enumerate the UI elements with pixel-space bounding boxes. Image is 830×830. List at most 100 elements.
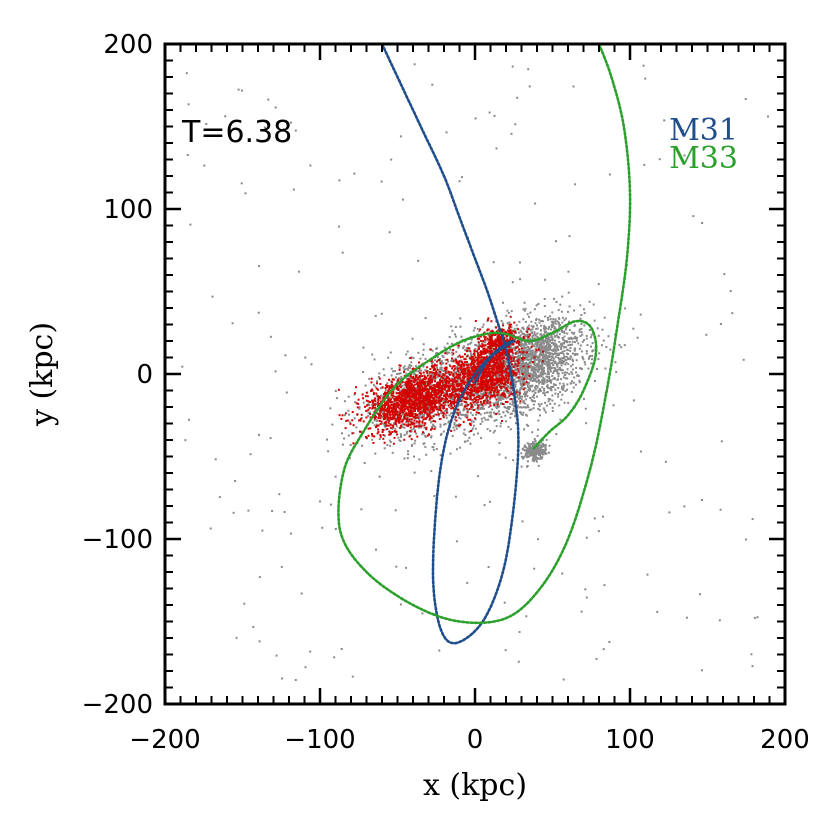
- red-particle: [428, 371, 431, 374]
- gray-particle: [624, 307, 627, 310]
- gray-particle: [541, 357, 544, 359]
- gray-particle: [463, 345, 465, 348]
- gray-particle: [442, 381, 445, 384]
- gray-particle: [511, 403, 514, 406]
- gray-particle: [501, 322, 504, 325]
- gray-particle: [406, 350, 409, 353]
- gray-particle: [519, 261, 521, 264]
- gray-particle: [756, 616, 759, 619]
- gray-particle: [480, 395, 483, 398]
- gray-particle: [474, 418, 477, 421]
- gray-particle: [394, 428, 397, 431]
- red-particle: [440, 394, 443, 396]
- gray-particle: [497, 406, 500, 409]
- gray-particle: [531, 342, 533, 344]
- gray-particle: [463, 408, 466, 411]
- gray-particle: [432, 423, 435, 426]
- gray-particle: [241, 89, 243, 92]
- gray-particle: [597, 334, 600, 337]
- gray-particle: [527, 406, 530, 409]
- red-particle: [400, 394, 403, 396]
- red-particle: [408, 401, 411, 404]
- gray-particle: [511, 401, 514, 404]
- gray-particle: [530, 346, 533, 349]
- gray-particle: [458, 370, 460, 373]
- red-particle: [418, 421, 420, 424]
- gray-particle: [464, 349, 467, 352]
- red-particle: [425, 385, 428, 388]
- gray-particle: [572, 360, 574, 362]
- red-particle: [404, 397, 407, 399]
- gray-particle: [432, 379, 435, 382]
- gray-particle: [424, 445, 427, 448]
- gray-particle: [472, 424, 475, 427]
- gray-particle: [526, 328, 529, 331]
- gray-particle: [568, 329, 571, 331]
- gray-particle: [545, 363, 548, 366]
- gray-particle: [480, 417, 483, 420]
- gray-particle: [561, 321, 564, 324]
- gray-particle: [520, 412, 523, 415]
- gray-particle: [521, 348, 524, 351]
- gray-particle: [587, 367, 590, 370]
- gray-particle: [513, 359, 516, 362]
- gray-particle: [514, 366, 517, 369]
- red-particle: [434, 364, 437, 367]
- gray-particle: [529, 372, 532, 375]
- gray-particle: [516, 350, 519, 353]
- gray-particle: [534, 391, 537, 394]
- gray-particle: [493, 419, 496, 422]
- gray-particle: [263, 126, 266, 129]
- gray-particle: [525, 391, 528, 394]
- gray-particle: [547, 360, 550, 363]
- gray-particle: [436, 359, 439, 362]
- red-particle: [391, 403, 394, 406]
- gray-particle: [578, 328, 581, 331]
- gray-particle: [592, 303, 595, 306]
- gray-particle: [524, 453, 527, 456]
- gray-particle: [581, 355, 584, 358]
- gray-particle: [358, 406, 361, 409]
- red-particle: [394, 402, 396, 405]
- gray-particle: [614, 361, 617, 364]
- red-particle: [413, 383, 416, 386]
- gray-particle: [484, 418, 487, 421]
- red-particle: [379, 417, 382, 420]
- red-particle: [352, 442, 355, 445]
- gray-particle: [683, 154, 686, 157]
- gray-particle: [560, 362, 563, 365]
- red-particle: [430, 394, 433, 397]
- red-particle: [338, 414, 341, 417]
- gray-particle: [533, 453, 536, 456]
- gray-particle: [554, 388, 557, 391]
- red-particle: [441, 389, 444, 392]
- red-particle: [439, 382, 441, 385]
- gray-particle: [543, 356, 546, 359]
- gray-particle: [518, 631, 521, 633]
- gray-particle: [535, 340, 538, 342]
- gray-particle: [597, 530, 600, 533]
- red-particle: [383, 393, 385, 395]
- gray-particle: [549, 398, 552, 401]
- gray-particle: [585, 596, 588, 599]
- red-particle: [403, 438, 406, 441]
- gray-particle: [304, 356, 307, 359]
- red-particle: [377, 404, 379, 407]
- gray-particle: [591, 342, 594, 345]
- gray-particle: [310, 363, 313, 366]
- red-particle: [437, 389, 440, 391]
- gray-particle: [520, 351, 523, 354]
- gray-particle: [526, 449, 529, 451]
- gray-particle: [477, 394, 480, 397]
- gray-particle: [460, 378, 463, 380]
- gray-particle: [421, 612, 424, 615]
- gray-particle: [513, 347, 515, 350]
- red-particle: [401, 389, 404, 392]
- gray-particle: [580, 350, 583, 353]
- gray-particle: [458, 425, 461, 428]
- red-particle: [412, 396, 415, 399]
- gray-particle: [495, 401, 498, 404]
- gray-particle: [343, 437, 346, 440]
- gray-particle: [459, 404, 462, 406]
- gray-particle: [544, 359, 547, 362]
